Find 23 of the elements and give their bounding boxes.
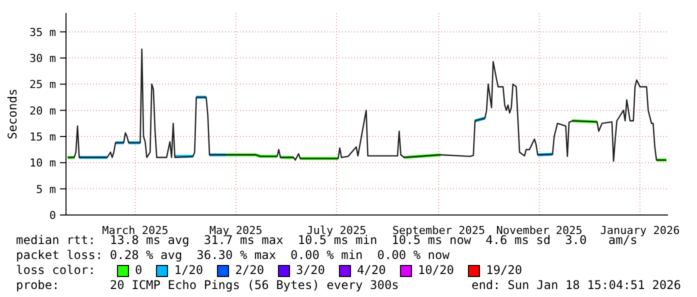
y-tick-label: 30 m: [30, 52, 56, 66]
text: probe: 20 ICMP Echo Pings (56 Bytes) every 300s: [16, 278, 399, 293]
y-tick-label: 25 m: [30, 78, 56, 92]
legend-label: 4/20: [356, 263, 386, 278]
legend-label: 3/20: [296, 263, 325, 278]
text: end: Sun Jan 18 15:04:51 2026: [471, 278, 681, 293]
y-axis-title: Seconds: [5, 88, 20, 140]
y-tick-label: 35 m: [30, 26, 56, 39]
legend-label: 0: [135, 263, 142, 278]
legend-title: loss color:: [16, 263, 96, 278]
text: packet loss: 0.28 % avg 36.30 % max 0.00 % min 0.00 % now: [16, 248, 450, 263]
legend-label: 19/20: [486, 263, 522, 278]
y-tick-label: 15 m: [30, 130, 56, 144]
legend-label: 1/20: [174, 263, 204, 278]
x-tick-label: September 2025: [392, 224, 486, 237]
legend-label: 10/20: [418, 263, 454, 278]
legend-label: 2/20: [235, 263, 264, 278]
line-series: [67, 48, 667, 162]
y-tick-label: 20 m: [30, 104, 56, 118]
y-tick-label: 5 m: [36, 182, 56, 196]
y-tick-label: 0: [49, 209, 56, 222]
y-tick-label: 10 m: [30, 156, 56, 170]
x-tick-label: January 2026: [600, 224, 680, 237]
